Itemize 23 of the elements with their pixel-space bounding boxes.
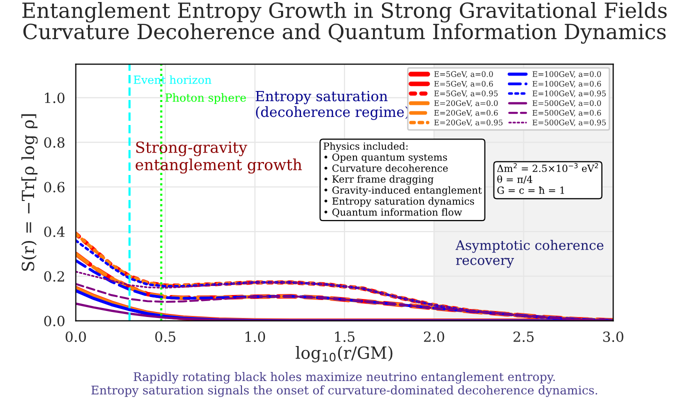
chart-title: Entanglement Entropy Growth in Strong Gravitational Fields Curvature Decoherence and Quantum Information Dynamics — [22, 2, 667, 44]
annotation: Physics included: • Open quantum systems • Curvature decoherence • Kerr frame dragging • Gravity-induced entanglement • Entropy saturation dynamics • Quantum information flow — [324, 142, 482, 218]
y-tick-label: 1.0 — [44, 92, 64, 104]
y-tick-label: 0.2 — [44, 271, 64, 282]
x-axis-title: log$_{10}$(r/GM) — [296, 346, 392, 362]
y-tick-label: 0.4 — [44, 226, 65, 238]
ref-line-label: Event horizon — [134, 75, 212, 84]
x-tick-label: 0.5 — [155, 331, 176, 342]
annotation: Strong-gravity entanglement growth — [136, 141, 302, 174]
band-label: Asymptotic coherence recovery — [455, 240, 604, 268]
y-axis-title: S(r) = −Tr[ρ log ρ] — [21, 114, 38, 271]
x-tick-label: 3.0 — [603, 331, 624, 342]
x-tick-label: 0.0 — [66, 331, 86, 342]
y-tick-label: 0.8 — [44, 137, 64, 148]
ref-line-label: Photon sphere — [165, 93, 246, 104]
x-tick-label: 1.0 — [246, 331, 266, 342]
x-tick-label: 1.5 — [335, 331, 354, 342]
text: Δm$^{2}$ = 2.5×10$^{−3}$ eV$^{2}$ θ = π/4 G = c = ħ = 1 — [497, 163, 598, 194]
y-tick-label: 0.0 — [44, 316, 64, 326]
text: Rapidly rotating black holes maximize neutrino entanglement entropy. Entropy saturation signals the onset of curvature-dominated decoherence dynamics. — [91, 372, 598, 397]
x-tick-label: 2.0 — [424, 331, 444, 342]
x-tick-label: 2.5 — [514, 331, 534, 342]
y-tick-label: 0.6 — [44, 182, 64, 192]
